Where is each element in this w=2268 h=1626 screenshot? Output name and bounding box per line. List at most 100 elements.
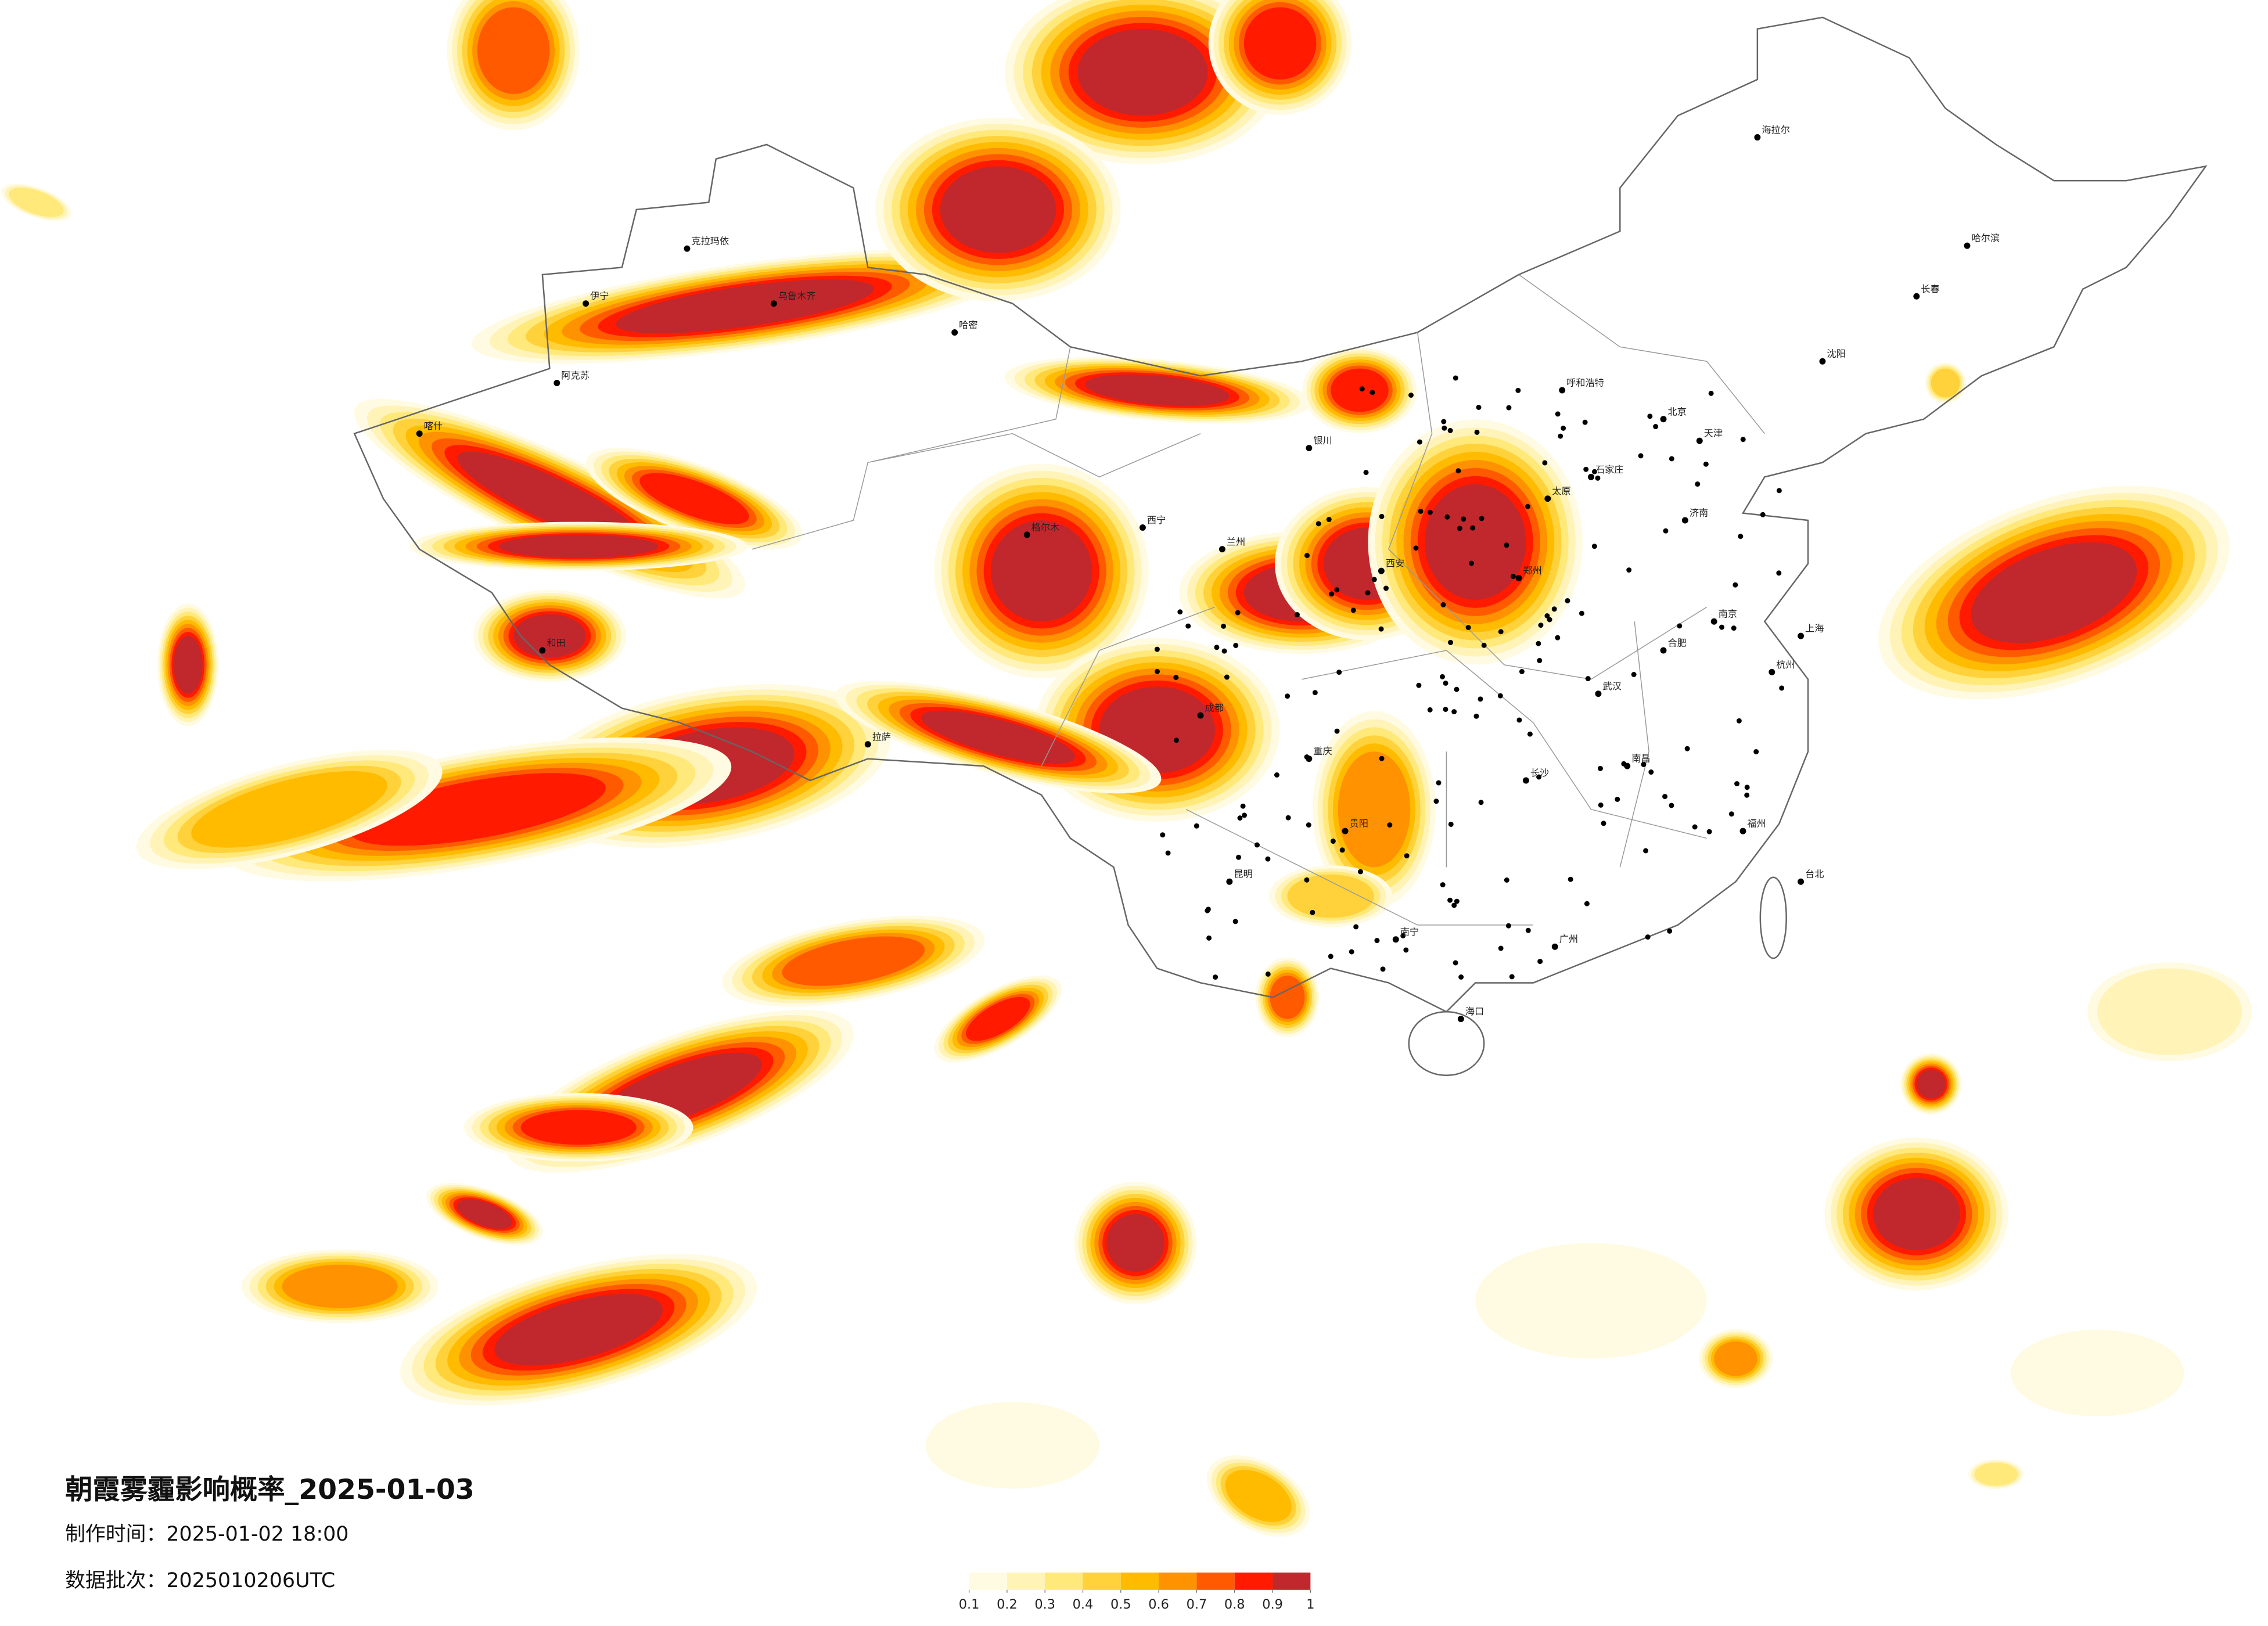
- station-dot: [1677, 623, 1683, 629]
- station-dot: [1315, 521, 1321, 527]
- station-dot: [1779, 685, 1785, 691]
- station-dot: [1371, 577, 1377, 582]
- city-dot: [1139, 524, 1146, 531]
- station-dot: [1555, 411, 1561, 417]
- station-dot: [1454, 898, 1460, 904]
- station-dot: [1403, 947, 1409, 953]
- station-dot: [1378, 626, 1384, 632]
- station-dot: [1326, 517, 1332, 523]
- station-dot: [1155, 668, 1160, 674]
- station-dot: [1433, 798, 1439, 804]
- station-dot: [1558, 433, 1563, 439]
- station-dot: [1233, 642, 1239, 648]
- station-dot: [1380, 966, 1386, 972]
- city-label: 重庆: [1313, 746, 1332, 757]
- probability-patch: [1270, 976, 1305, 1019]
- probability-patch: [921, 710, 1075, 764]
- station-dot: [1525, 503, 1530, 509]
- station-dot: [1667, 928, 1673, 934]
- city-dot: [1197, 712, 1204, 719]
- city-label: 长沙: [1530, 768, 1549, 779]
- station-dot: [1294, 612, 1300, 617]
- station-dot: [1583, 466, 1589, 472]
- station-dot: [1692, 824, 1698, 830]
- city-label: 福州: [1747, 818, 1766, 829]
- legend-tick-label: 0.9: [1262, 1597, 1283, 1612]
- city-label: 合肥: [1667, 638, 1686, 649]
- station-dot: [1744, 792, 1750, 798]
- city-dot: [553, 380, 560, 387]
- station-dot: [1615, 796, 1620, 802]
- station-dot: [1336, 670, 1342, 675]
- probability-patch: [477, 7, 550, 94]
- city-label: 郑州: [1523, 565, 1541, 576]
- city-dot: [951, 329, 958, 336]
- city-label: 兰州: [1227, 536, 1245, 547]
- station-dot: [1173, 738, 1179, 743]
- city-label: 拉萨: [872, 731, 891, 742]
- legend-swatch: [1196, 1572, 1235, 1590]
- city-label: 海拉尔: [1762, 124, 1790, 135]
- station-dot: [1213, 974, 1219, 980]
- city-label: 哈密: [959, 319, 977, 330]
- legend-tick-label: 1: [1306, 1597, 1314, 1612]
- station-dot: [1440, 602, 1446, 607]
- station-dot: [1444, 514, 1450, 520]
- station-dot: [1647, 413, 1653, 419]
- city-dot: [1392, 936, 1399, 943]
- station-dot: [1443, 707, 1448, 712]
- legend-swatch: [1083, 1572, 1121, 1590]
- station-dot: [1509, 974, 1515, 980]
- legend-tick-label: 0.4: [1073, 1597, 1094, 1612]
- station-dot: [1776, 570, 1782, 576]
- station-dot: [1474, 429, 1480, 435]
- station-dot: [1408, 393, 1414, 398]
- station-dot: [1312, 690, 1318, 696]
- station-dot: [1353, 924, 1359, 930]
- probability-patch: [1475, 1243, 1707, 1359]
- legend: 0.1 0.2 0.3 0.4 0.5 0.6 0.7 0.8 0.9 1: [959, 1572, 1314, 1612]
- station-dot: [1469, 560, 1474, 566]
- station-dot: [1154, 646, 1160, 652]
- station-dot: [1527, 731, 1533, 737]
- legend-swatch: [969, 1572, 1007, 1590]
- station-dot: [1551, 606, 1557, 612]
- station-dot: [1448, 821, 1454, 827]
- legend-tick-label: 0.8: [1224, 1597, 1245, 1612]
- city-dot: [1023, 531, 1030, 538]
- city-dot: [1515, 575, 1522, 582]
- station-dot: [1473, 713, 1479, 719]
- legend-swatch: [1007, 1572, 1045, 1590]
- legend-swatch: [1234, 1572, 1273, 1590]
- probability-patch: [1085, 374, 1230, 406]
- city-dot: [1226, 878, 1233, 885]
- station-dot: [1695, 481, 1701, 487]
- city-label: 乌鲁木齐: [778, 290, 816, 301]
- station-dot: [1519, 668, 1525, 674]
- station-dot: [1194, 823, 1199, 829]
- probability-patch: [282, 1264, 398, 1308]
- city-label: 杭州: [1776, 659, 1795, 670]
- station-dot: [1736, 718, 1742, 724]
- city-dot: [1559, 387, 1566, 394]
- station-dot: [1643, 848, 1649, 854]
- legend-tick-label: 0.7: [1187, 1597, 1207, 1612]
- station-dot: [1662, 794, 1668, 800]
- station-dot: [1631, 672, 1637, 677]
- station-dot: [1451, 902, 1457, 908]
- station-dot: [1547, 617, 1552, 623]
- probability-patch: [616, 279, 874, 334]
- city-label: 成都: [1205, 703, 1224, 714]
- station-dot: [1595, 475, 1601, 481]
- station-dot: [1363, 470, 1369, 476]
- legend-tick-label: 0.3: [1034, 1597, 1055, 1612]
- station-dot: [1306, 822, 1311, 828]
- legend-tick-label: 0.2: [997, 1597, 1018, 1612]
- city-dot: [1754, 134, 1761, 141]
- station-dot: [1744, 785, 1750, 790]
- station-dot: [1591, 469, 1597, 474]
- station-dot: [1453, 960, 1458, 966]
